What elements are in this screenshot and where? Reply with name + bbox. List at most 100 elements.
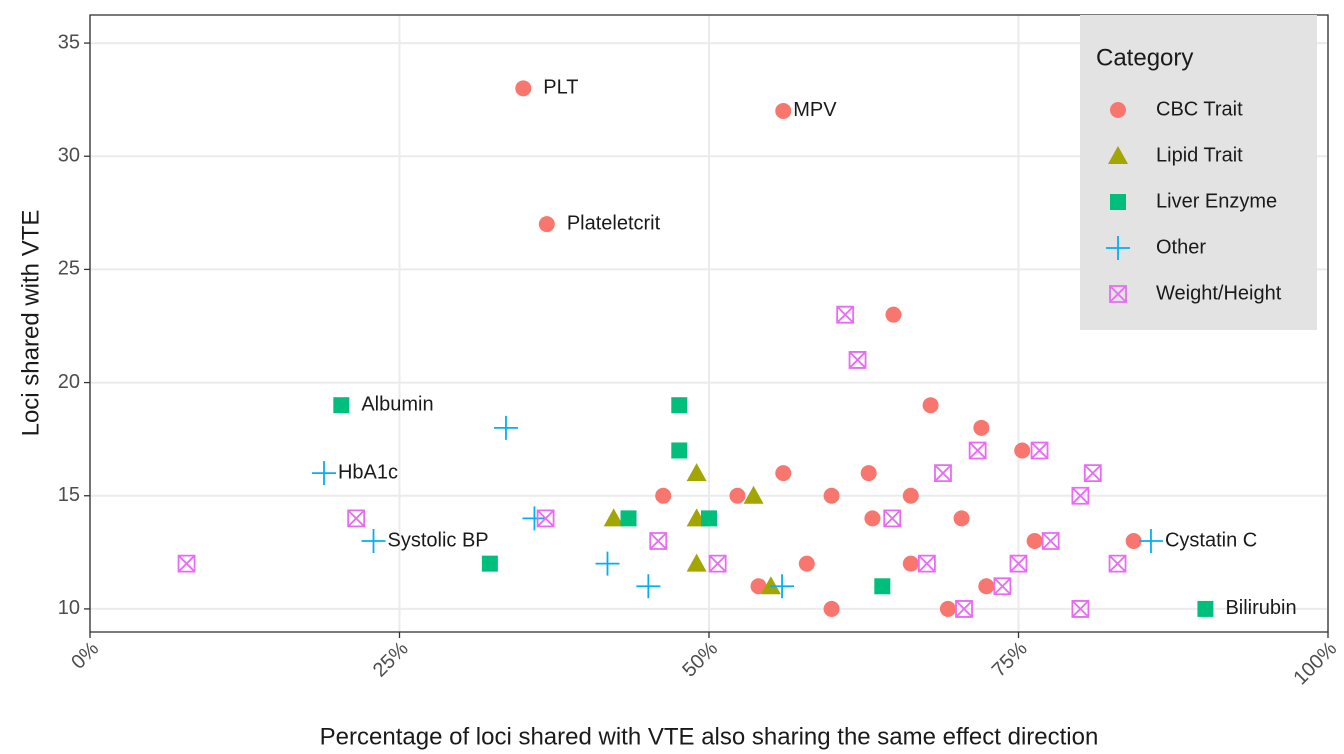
point [708, 554, 727, 573]
legend-key [1110, 194, 1126, 210]
point [1108, 554, 1127, 573]
point [1026, 533, 1043, 550]
point [968, 441, 987, 460]
x-tick-label: 0% [67, 638, 103, 674]
point [649, 532, 668, 550]
point [536, 509, 555, 528]
point [874, 578, 891, 595]
point [595, 551, 620, 576]
y-tick-label: 20 [58, 371, 80, 393]
legend-label: Lipid Trait [1156, 144, 1243, 166]
y-tick-label: 10 [58, 597, 80, 619]
y-tick-label: 35 [58, 31, 80, 53]
point [883, 509, 902, 528]
legend-label: Weight/Height [1156, 282, 1282, 304]
point [955, 600, 973, 618]
point [743, 485, 764, 504]
point [864, 510, 881, 527]
point [836, 305, 855, 324]
legend-label: Other [1156, 236, 1206, 258]
point [775, 102, 792, 119]
legend-label: CBC Trait [1156, 98, 1243, 120]
point [671, 442, 688, 459]
point [760, 576, 781, 595]
point [973, 419, 990, 436]
point [1125, 533, 1142, 550]
point [671, 397, 688, 414]
point [978, 578, 995, 595]
point [1030, 441, 1049, 460]
point [493, 415, 518, 440]
point [993, 577, 1012, 596]
point-label: Systolic BP [388, 529, 489, 551]
point [775, 465, 792, 482]
point [481, 555, 498, 572]
y-tick-label: 15 [58, 484, 80, 506]
point-label: Bilirubin [1225, 597, 1296, 619]
point [885, 306, 902, 323]
y-axis-title: Loci shared with VTE [17, 210, 44, 437]
y-tick-label: 30 [58, 145, 80, 167]
point [860, 465, 877, 482]
legend-box [1080, 15, 1317, 330]
point [922, 397, 939, 414]
point-label: Cystatin C [1165, 529, 1257, 551]
point [953, 510, 970, 527]
point [1071, 486, 1090, 505]
x-tick-label: 100% [1290, 638, 1342, 690]
point-label: Albumin [361, 393, 433, 415]
point [636, 574, 661, 599]
point [361, 529, 386, 554]
x-tick-label: 50% [678, 638, 722, 682]
point [729, 487, 746, 504]
point-label: PLT [543, 77, 578, 99]
point-label: Plateletcrit [567, 212, 661, 234]
point [902, 487, 919, 504]
x-axis-title: Percentage of loci shared with VTE also … [320, 723, 1099, 750]
point [515, 80, 532, 97]
point [823, 487, 840, 504]
x-tick-label: 75% [988, 638, 1032, 682]
point [655, 487, 672, 504]
x-tick-label: 25% [369, 638, 413, 682]
legend-key [1110, 102, 1126, 118]
point [750, 578, 767, 595]
point [620, 510, 637, 527]
marks: PLT MPV Plateletcrit Albumin Bilirubin HbA1c S… [177, 77, 1297, 619]
point [603, 508, 624, 527]
point [347, 509, 366, 528]
point [522, 506, 547, 531]
point [1083, 464, 1102, 483]
point [1041, 532, 1060, 550]
legend-key [1108, 146, 1128, 164]
point [770, 574, 795, 599]
point [1014, 442, 1031, 459]
point [848, 351, 867, 369]
legend-label: Liver Enzyme [1156, 190, 1277, 212]
point [686, 553, 707, 572]
point [1009, 554, 1028, 573]
point-label: HbA1c [338, 461, 398, 483]
point [939, 600, 956, 617]
point [538, 216, 555, 233]
legend-key [1109, 285, 1127, 303]
point [902, 555, 919, 572]
point [701, 510, 717, 527]
y-tick-label: 25 [58, 258, 80, 280]
legend-title: Category [1096, 44, 1193, 71]
point [1071, 600, 1090, 618]
point [311, 461, 336, 486]
point [798, 555, 815, 572]
point [1197, 600, 1214, 617]
point [1138, 529, 1163, 554]
point [823, 600, 840, 617]
point [934, 464, 952, 483]
legend-key [1106, 236, 1130, 260]
point-label: MPV [793, 99, 837, 121]
point [917, 554, 936, 573]
point [177, 554, 196, 573]
point [333, 397, 350, 414]
point [686, 463, 707, 482]
